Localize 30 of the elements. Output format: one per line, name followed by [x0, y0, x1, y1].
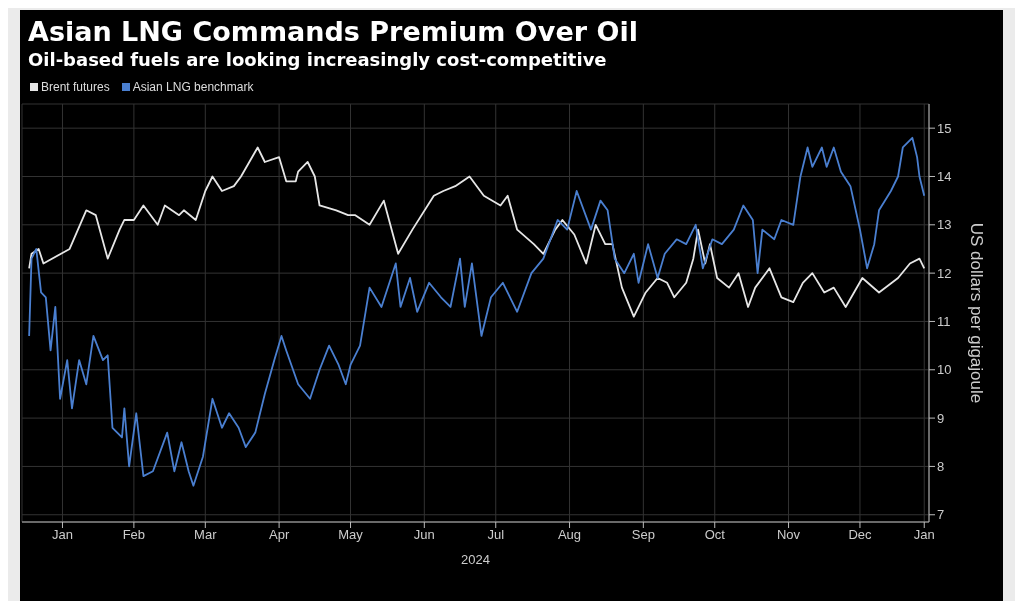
x-tick-label: Nov [776, 527, 801, 543]
x-tick-label: Mar [194, 527, 218, 543]
x-axis-title: 2024 [461, 552, 490, 567]
y-tick-label: 15 [937, 120, 952, 136]
x-tick-label: Oct [704, 527, 726, 543]
y-axis-title: US dollars per gigajoule [966, 222, 986, 404]
line-series [28, 136, 926, 487]
x-tick-label: May [338, 527, 364, 543]
x-tick-label: Jan [913, 527, 935, 543]
x-tick-label: Sep [631, 527, 655, 543]
y-tick-label: 7 [937, 507, 945, 523]
legend-label: Asian LNG benchmark [132, 80, 254, 94]
legend-label: Brent futures [41, 80, 110, 94]
chart-title: Asian LNG Commands Premium Over Oil [28, 16, 639, 47]
x-tick-label: Jan [51, 527, 73, 543]
chart-subtitle: Oil-based fuels are looking increasingly cost-competitive [28, 49, 608, 70]
x-tick-label: Aug [557, 527, 582, 543]
x-tick-label: Apr [268, 527, 290, 543]
x-tick-label: Jun [413, 527, 435, 543]
x-tick-label: Jul [487, 527, 505, 543]
y-tick-label: 12 [937, 265, 952, 281]
x-tick-label: Dec [848, 527, 873, 543]
y-tick-label: 9 [937, 410, 945, 426]
y-tick-label: 10 [937, 362, 952, 378]
line-series [28, 146, 926, 318]
y-tick-label: 13 [937, 217, 952, 233]
y-tick-label: 11 [937, 314, 951, 330]
x-tick-label: Feb [122, 527, 146, 543]
y-tick-label: 8 [937, 459, 945, 475]
y-tick-label: 14 [937, 169, 952, 185]
